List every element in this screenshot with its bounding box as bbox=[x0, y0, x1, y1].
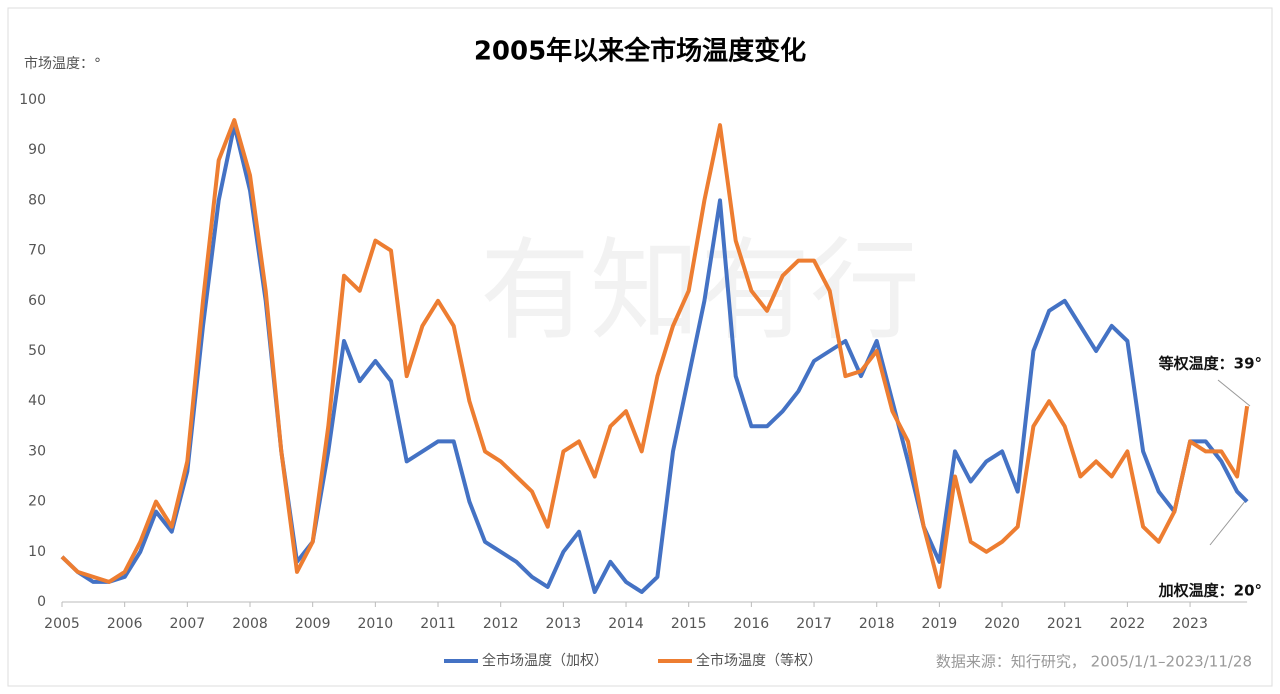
y-tick-label: 0 bbox=[37, 594, 46, 610]
source: 数据来源：知行研究， 2005/1/1–2023/11/28 bbox=[936, 653, 1252, 671]
annotation: 加权温度：20° bbox=[1158, 582, 1262, 600]
x-tick-label: 2022 bbox=[1110, 616, 1146, 632]
x-tick-label: 2011 bbox=[420, 616, 456, 632]
line-series bbox=[60, 118, 1250, 589]
x-tick-label: 2021 bbox=[1047, 616, 1083, 632]
x-tick-label: 2007 bbox=[170, 616, 206, 632]
watermark: 有知有行 bbox=[480, 227, 920, 355]
x-tick-label: 2023 bbox=[1172, 616, 1208, 632]
y-tick-label: 50 bbox=[28, 343, 46, 359]
y-tick-label: 90 bbox=[28, 142, 46, 158]
y-tick-label: 80 bbox=[28, 192, 46, 208]
x-tick-label: 2016 bbox=[734, 616, 770, 632]
x-tick-label: 2020 bbox=[984, 616, 1020, 632]
x-tick-label: 2015 bbox=[671, 616, 707, 632]
x-tick-label: 2008 bbox=[232, 616, 268, 632]
x-tick-label: 2005 bbox=[44, 616, 80, 632]
x-tick-label: 2009 bbox=[295, 616, 331, 632]
legend-label: 全市场温度（等权） bbox=[696, 652, 822, 669]
x-tick-label: 2017 bbox=[796, 616, 832, 632]
x-tick-label: 2010 bbox=[358, 616, 394, 632]
x-tick-label: 2018 bbox=[859, 616, 895, 632]
x-tick-label: 2006 bbox=[107, 616, 143, 632]
y-tick-label: 100 bbox=[19, 92, 46, 108]
x-tick-label: 2019 bbox=[922, 616, 958, 632]
frame bbox=[7, 7, 1273, 687]
x-tick-label: 2013 bbox=[546, 616, 582, 632]
y-axis-label: 市场温度：° bbox=[24, 55, 101, 72]
x-tick-label: 2012 bbox=[483, 616, 519, 632]
y-tick-label: 70 bbox=[28, 243, 46, 259]
legend-label: 全市场温度（加权） bbox=[482, 652, 608, 669]
y-tick-label: 40 bbox=[28, 393, 46, 409]
y-tick-label: 60 bbox=[28, 293, 46, 309]
annotation: 等权温度：39° bbox=[1159, 355, 1262, 373]
leader-line bbox=[1217, 379, 1251, 407]
y-tick-label: 20 bbox=[28, 494, 46, 510]
y-tick-label: 10 bbox=[28, 544, 46, 560]
leader-line bbox=[1209, 499, 1247, 546]
x-tick-label: 2014 bbox=[608, 616, 644, 632]
y-tick-label: 30 bbox=[28, 443, 46, 459]
chart-title: 2005年以来全市场温度变化 bbox=[474, 36, 806, 67]
